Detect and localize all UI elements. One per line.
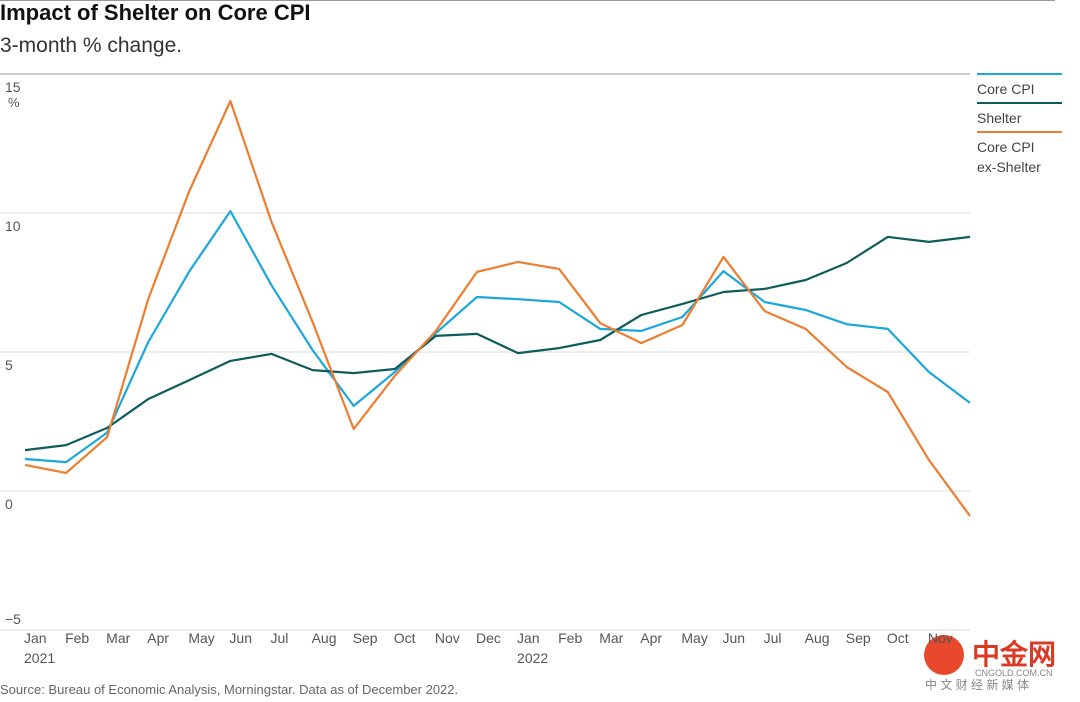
series-line [24,210,971,464]
x-tick-label: Dec [476,630,501,646]
x-tick-label: Aug [312,630,337,646]
x-tick-label: Mar [599,630,623,646]
chart-title: Impact of Shelter on Core CPI [0,0,311,25]
x-tick-label: May [681,630,707,646]
y-unit: % [8,95,20,110]
x-tick-label: Apr [640,630,662,646]
x-tick-label: Nov [435,630,460,646]
watermark-domain: CNGOLD.COM.CN [975,668,1053,678]
x-tick-label: Apr [147,630,169,646]
x-tick-label: Jun [722,630,745,646]
watermark-tagline: 中 文 财 经 新 媒 体 [925,677,1029,692]
x-tick-label: Oct [394,630,416,646]
x-tick-label: Feb [65,630,89,646]
chart-subtitle: 3-month % change. [0,34,182,57]
logo-icon [924,635,964,675]
x-tick-label: Aug [805,630,830,646]
y-tick-label: 0 [5,496,13,512]
x-tick-label: Sep [353,630,378,646]
x-tick-label: Jul [271,630,289,646]
y-tick-label: −5 [5,611,21,627]
x-tick-label: Jul [764,630,782,646]
x-tick-label: Oct [887,630,909,646]
x-tick-label: Jan [517,630,540,646]
x-year-label: 2022 [517,650,548,666]
x-tick-label: Nov [928,630,953,646]
y-tick-label: 10 [5,218,21,234]
y-tick-label: 15 [5,79,21,95]
source: Source: Bureau of Economic Analysis, Mor… [0,682,458,697]
watermark-logo: 中金网 [972,638,1056,670]
x-tick-label: Jan [24,630,47,646]
x-tick-label: Jun [229,630,252,646]
x-tick-label: Mar [106,630,130,646]
x-tick-label: May [188,630,214,646]
x-tick-label: Sep [846,630,871,646]
series-line [24,235,971,452]
series-line [24,99,971,517]
legend-label: Shelter [977,110,1022,126]
legend-label: Core CPI ex-Shelter [977,139,1041,175]
legend-label: Core CPI [977,81,1035,97]
y-tick-label: 5 [5,357,13,373]
x-year-label: 2021 [24,650,55,666]
x-tick-label: Feb [558,630,582,646]
